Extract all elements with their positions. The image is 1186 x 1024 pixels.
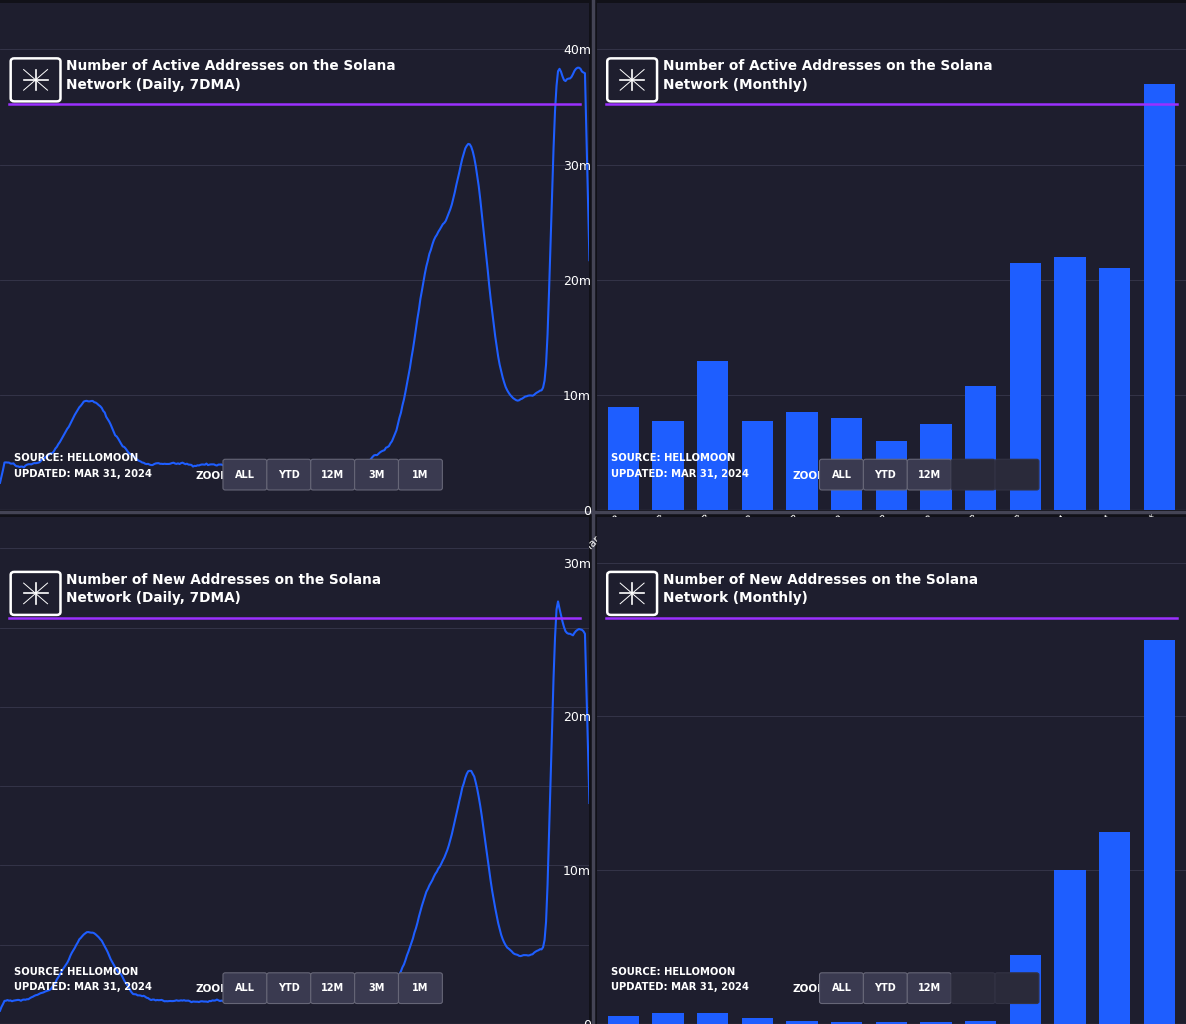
Text: SOURCE: HELLOMOON: SOURCE: HELLOMOON [611, 967, 735, 977]
Text: ALL: ALL [235, 983, 255, 993]
Text: SOURCE: HELLOMOON: SOURCE: HELLOMOON [14, 967, 139, 977]
Text: YTD: YTD [278, 983, 300, 993]
Text: 1M: 1M [413, 983, 428, 993]
Bar [1143, 84, 1175, 511]
Text: UPDATED: MAR 31, 2024: UPDATED: MAR 31, 2024 [14, 469, 152, 478]
Text: ALL: ALL [831, 470, 852, 479]
Text: 3M: 3M [369, 983, 384, 993]
Text: 12M: 12M [918, 470, 940, 479]
Text: 12M: 12M [321, 470, 344, 479]
Bar [1143, 640, 1175, 1024]
Bar [875, 1022, 907, 1024]
Text: ZOOM: ZOOM [792, 471, 828, 480]
Bar [786, 413, 817, 511]
Bar [1054, 257, 1085, 511]
Text: UPDATED: MAR 31, 2024: UPDATED: MAR 31, 2024 [14, 982, 152, 992]
Bar [741, 421, 773, 511]
Text: Number of New Addresses on the Solana
Network (Daily, 7DMA): Number of New Addresses on the Solana Ne… [66, 573, 382, 605]
Text: SOURCE: HELLOMOON: SOURCE: HELLOMOON [611, 454, 735, 463]
Text: UPDATED: MAR 31, 2024: UPDATED: MAR 31, 2024 [611, 469, 748, 478]
Bar [741, 1018, 773, 1024]
Bar [607, 407, 639, 511]
Text: UPDATED: MAR 31, 2024: UPDATED: MAR 31, 2024 [611, 982, 748, 992]
Text: ALL: ALL [831, 983, 852, 993]
Text: 12M: 12M [918, 983, 940, 993]
Bar [786, 1021, 817, 1024]
Text: YTD: YTD [874, 470, 897, 479]
Text: Number of Active Addresses on the Solana
Network (Monthly): Number of Active Addresses on the Solana… [663, 59, 993, 92]
Bar [652, 421, 683, 511]
Bar [965, 386, 996, 511]
Bar [920, 424, 951, 511]
Bar [831, 418, 862, 511]
Text: ALL: ALL [235, 470, 255, 479]
Bar [875, 441, 907, 511]
Bar [697, 360, 728, 511]
Bar [1099, 268, 1130, 511]
Text: YTD: YTD [874, 983, 897, 993]
Text: 12M: 12M [321, 983, 344, 993]
Text: SOURCE: HELLOMOON: SOURCE: HELLOMOON [14, 454, 139, 463]
Text: YTD: YTD [278, 470, 300, 479]
Text: Number of Active Addresses on the Solana
Network (Daily, 7DMA): Number of Active Addresses on the Solana… [66, 59, 396, 92]
Text: 3M: 3M [369, 470, 384, 479]
Bar [1054, 870, 1085, 1024]
Text: ZOOM: ZOOM [792, 984, 828, 994]
Bar [920, 1022, 951, 1024]
Bar [652, 1013, 683, 1024]
Bar [1099, 831, 1130, 1024]
Bar [965, 1021, 996, 1024]
Text: ZOOM: ZOOM [196, 984, 231, 994]
Bar [607, 1016, 639, 1024]
Text: 1M: 1M [413, 470, 428, 479]
Bar [1009, 262, 1041, 511]
Text: Number of New Addresses on the Solana
Network (Monthly): Number of New Addresses on the Solana Ne… [663, 573, 978, 605]
Text: ZOOM: ZOOM [196, 471, 231, 480]
Bar [1009, 954, 1041, 1024]
Bar [697, 1013, 728, 1024]
Bar [831, 1022, 862, 1024]
